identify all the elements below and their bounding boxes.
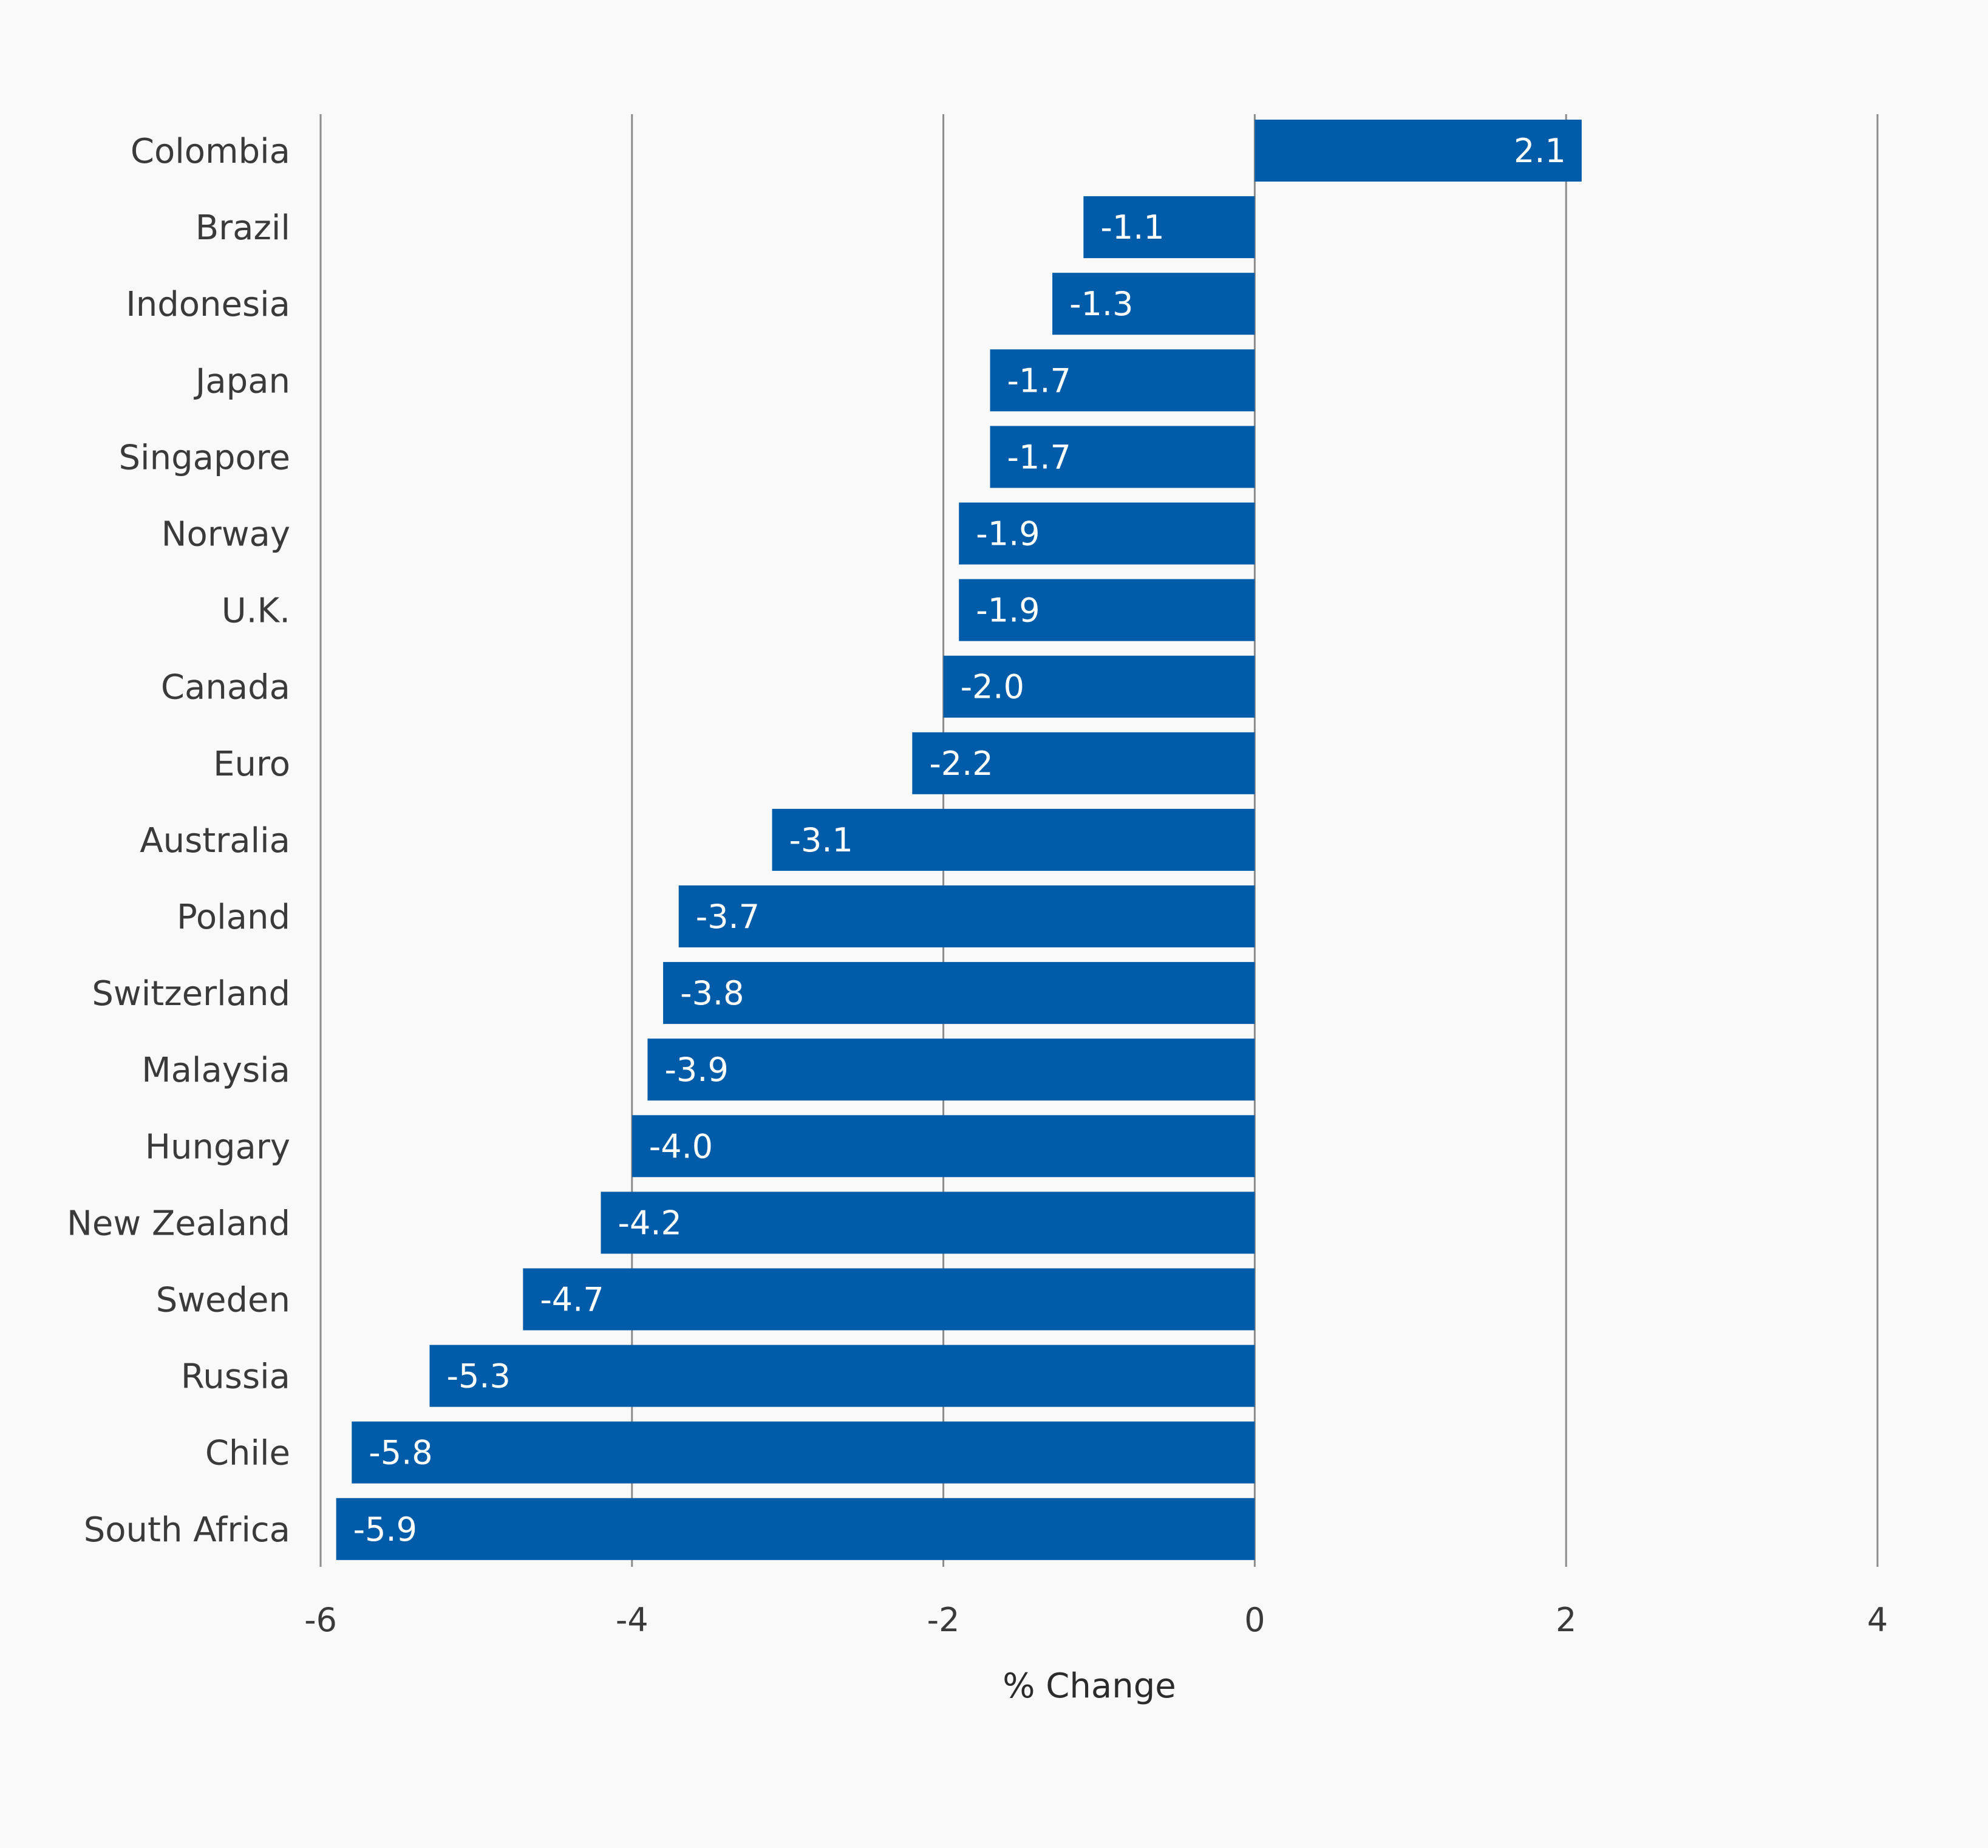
category-label: Russia [181, 1357, 290, 1397]
bar [678, 885, 1255, 947]
bar [959, 579, 1255, 641]
bar-value-label: -1.3 [1069, 285, 1133, 323]
category-labels: Colombia Brazil Indonesia Japan Singapore Nor… [67, 132, 290, 1550]
category-label: Norway [162, 515, 290, 554]
bar [1083, 196, 1255, 259]
bar [523, 1268, 1255, 1331]
category-label: Poland [177, 898, 290, 937]
category-label: Malaysia [141, 1051, 290, 1090]
bar-value-label: -4.0 [649, 1127, 713, 1165]
x-tick-label: 2 [1556, 1601, 1576, 1639]
category-label: Euro [213, 745, 290, 784]
bar [990, 426, 1255, 488]
category-label: Australia [140, 821, 290, 861]
x-axis-title: % Change [1003, 1666, 1176, 1706]
bar-value-label: -3.8 [680, 974, 744, 1012]
x-tick-label: -4 [616, 1601, 648, 1639]
category-label: Japan [194, 361, 290, 401]
bar [336, 1498, 1255, 1560]
bar-value-label: -2.2 [929, 745, 993, 783]
bar [1254, 120, 1582, 182]
bar-value-label: -5.8 [369, 1434, 432, 1472]
x-tick-label: -2 [927, 1601, 960, 1639]
bar [601, 1192, 1255, 1254]
bar-value-label: -1.7 [1007, 361, 1071, 400]
bar-value-label: -1.9 [976, 592, 1040, 630]
bar-value-label: -3.7 [696, 898, 760, 936]
category-label: Singapore [118, 438, 290, 477]
x-tick-label: -6 [304, 1601, 337, 1639]
bar [1052, 273, 1255, 335]
bar-value-label: -3.1 [789, 821, 853, 859]
bar [663, 962, 1255, 1025]
bar [429, 1345, 1255, 1407]
bar-value-label: -1.7 [1007, 438, 1071, 476]
x-tick-label: 0 [1244, 1601, 1265, 1639]
category-label: Switzerland [92, 974, 290, 1014]
bar [959, 502, 1255, 565]
category-label: Indonesia [126, 285, 290, 324]
category-label: South Africa [84, 1510, 290, 1550]
bar-value-label: -5.9 [353, 1510, 417, 1549]
bars: 2.1 -1.1 -1.3 -1.7 -1.7 -1.9 -1.9 -2.0 -2.2 -3.1 -… [336, 120, 1582, 1560]
category-label: Canada [161, 668, 290, 707]
category-label: Brazil [196, 208, 290, 248]
bar [647, 1038, 1255, 1101]
bar-value-label: -1.9 [976, 515, 1040, 553]
category-label: U.K. [222, 592, 290, 631]
bar [352, 1421, 1255, 1484]
x-tick-label: 4 [1867, 1601, 1888, 1639]
category-label: Hungary [145, 1127, 290, 1167]
category-label: Sweden [156, 1281, 290, 1320]
bar [943, 655, 1255, 718]
bar [990, 349, 1255, 412]
bar-value-label: -2.0 [961, 668, 1024, 706]
category-label: New Zealand [67, 1204, 290, 1243]
bar [772, 808, 1255, 871]
category-label: Colombia [131, 132, 290, 171]
bar [631, 1115, 1255, 1178]
bar-value-label: -1.1 [1100, 208, 1164, 247]
x-tick-labels: -6 -4 -2 0 2 4 [304, 1601, 1888, 1639]
bar-value-label: 2.1 [1514, 132, 1566, 170]
bar-value-label: -4.2 [618, 1204, 682, 1242]
bar [912, 732, 1255, 794]
bar-value-label: -5.3 [446, 1357, 510, 1396]
bar-value-label: -4.7 [540, 1281, 604, 1319]
bar-value-label: -3.9 [664, 1051, 728, 1089]
category-label: Chile [205, 1434, 290, 1473]
